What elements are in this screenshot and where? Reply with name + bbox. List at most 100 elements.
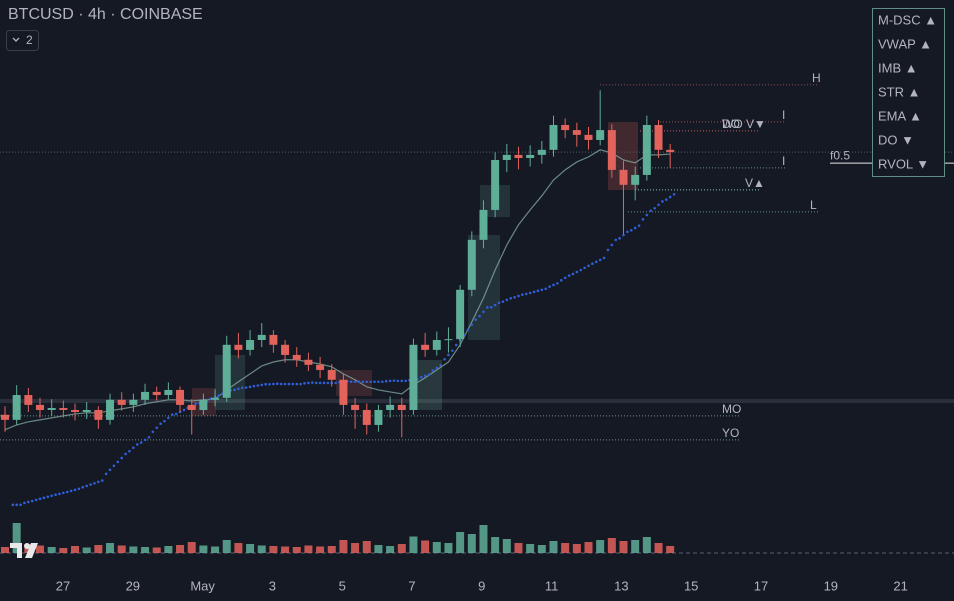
vwap-dot — [579, 268, 583, 272]
legend-item: M-DSC ▲ — [878, 12, 937, 27]
vwap-dot — [470, 323, 474, 327]
vwap-dot — [637, 224, 641, 227]
vwap-dot — [505, 298, 509, 302]
volume-bar — [596, 540, 605, 553]
vwap-dot — [645, 213, 649, 217]
vwap-dot — [451, 349, 454, 352]
candle-body — [281, 344, 290, 355]
candle-body — [409, 344, 418, 410]
candle-body — [351, 404, 360, 410]
collapse-button[interactable] — [6, 30, 39, 51]
vwap-dot — [334, 381, 337, 385]
vwap-dot — [100, 479, 104, 482]
vwap-dot — [606, 248, 610, 252]
volume-bar — [456, 532, 465, 553]
volume-bar — [152, 547, 161, 553]
vwap-dot — [396, 379, 400, 383]
vwap-dot — [256, 384, 260, 387]
vwap-dot — [575, 270, 579, 274]
legend-item: IMB ▲ — [878, 60, 918, 75]
vwap-dot — [633, 226, 637, 230]
candle-body — [386, 404, 395, 410]
vwap-dot — [400, 379, 404, 383]
watermark-logo — [10, 543, 38, 558]
candle-body — [502, 154, 511, 160]
candle-body — [246, 340, 255, 350]
candle-body — [666, 149, 675, 153]
volume-bar — [211, 546, 220, 553]
vwap-dot — [622, 233, 625, 237]
candle-body — [607, 130, 616, 170]
vwap-dot — [264, 382, 267, 386]
vwap-dot — [497, 301, 501, 305]
vwap-dot — [318, 381, 322, 385]
vwap-dot — [287, 382, 291, 386]
vwap-dot — [163, 419, 166, 423]
vwap-dot — [85, 484, 88, 488]
volume-bar — [316, 546, 325, 553]
legend-box — [872, 8, 945, 177]
level-label: I — [782, 154, 785, 168]
volume-bar — [467, 534, 476, 553]
vwap-dot — [299, 382, 302, 386]
candle-body — [199, 399, 208, 410]
x-tick-label: 9 — [478, 578, 485, 593]
candle-body — [117, 399, 126, 405]
vwap-dot — [482, 310, 485, 314]
x-tick-label: 19 — [824, 578, 838, 593]
vwap-dot — [641, 218, 645, 221]
vwap-dot — [443, 357, 446, 361]
candle-body — [1, 414, 9, 420]
volume-bar — [327, 546, 336, 553]
vwap-dot — [170, 413, 174, 416]
level-label: f0.5 — [830, 148, 850, 162]
vwap-dot — [427, 373, 431, 376]
x-tick-label: 29 — [126, 578, 140, 593]
candle-body — [82, 409, 91, 412]
candle-body — [561, 124, 570, 131]
volume-bar — [304, 545, 313, 553]
legend-item: STR ▲ — [878, 84, 920, 99]
vwap-dot — [104, 472, 108, 476]
vwap-dot — [653, 206, 656, 210]
vwap-dot — [233, 388, 236, 392]
vwap-dot — [303, 381, 306, 385]
vwap-dot — [591, 262, 594, 266]
vwap-dot — [42, 496, 46, 500]
vwap-dot — [513, 296, 516, 299]
vwap-dot — [244, 386, 248, 389]
volume-bar — [269, 546, 278, 553]
volume-bar — [526, 544, 535, 553]
volume-bar — [607, 538, 616, 553]
candle-body — [164, 389, 173, 396]
vwap-dot — [454, 343, 458, 347]
vwap-dot — [501, 300, 505, 303]
vwap-dot — [291, 382, 295, 386]
vwap-dot — [260, 383, 264, 387]
candle-body — [12, 395, 21, 420]
vwap-dot — [62, 491, 65, 495]
volume-bar — [71, 546, 80, 553]
vwap-dot — [135, 443, 139, 446]
vwap-dot — [307, 381, 310, 385]
x-tick-label: 13 — [614, 578, 628, 593]
volume-bar — [106, 543, 115, 553]
candle-body — [572, 130, 581, 135]
vwap-dot — [295, 382, 299, 386]
vwap-dot — [237, 387, 240, 391]
vwap-dot — [489, 305, 493, 309]
vwap-dot — [381, 380, 384, 384]
volume-bar — [514, 543, 523, 553]
vwap-dot — [97, 480, 100, 484]
volume-bar — [654, 543, 663, 553]
vwap-dot — [649, 209, 653, 212]
volume-bar — [409, 536, 418, 553]
candle-body — [456, 289, 465, 340]
vwap-dot — [594, 260, 598, 264]
vwap-dot — [217, 394, 221, 397]
vwap-dot — [439, 363, 442, 367]
vwap-dot — [349, 380, 353, 384]
volume-bar — [351, 543, 360, 553]
